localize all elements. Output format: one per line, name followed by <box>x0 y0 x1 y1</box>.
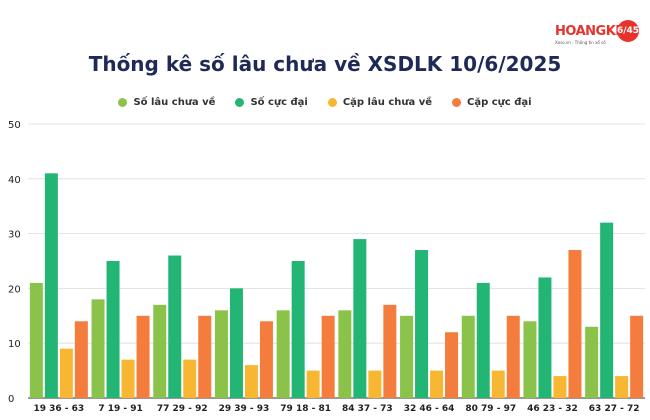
bar <box>553 376 567 398</box>
legend-swatch <box>118 98 128 107</box>
bar <box>338 310 352 398</box>
x-tick-label: 32 46 - 64 <box>404 404 455 414</box>
bar <box>59 348 73 398</box>
bar <box>400 315 414 398</box>
x-tick-label: 80 79 - 97 <box>465 404 516 414</box>
brand-logo: HOANGKIM 6/45 Xoso.vn - Thông tin xổ số <box>555 14 641 52</box>
bar <box>630 315 644 398</box>
x-tick-label: 7 19 - 91 <box>98 404 142 414</box>
bar <box>74 321 88 398</box>
legend-label: Số cực đại <box>250 97 308 108</box>
bar <box>168 255 182 398</box>
bar <box>136 315 150 398</box>
x-tick-label: 77 29 - 92 <box>157 404 208 414</box>
bar <box>198 315 212 398</box>
bar <box>321 315 335 398</box>
bar <box>461 315 475 398</box>
bar <box>368 370 382 398</box>
bar <box>353 239 367 398</box>
y-tick-label: 20 <box>8 284 21 295</box>
legend-item-cap-lau-chua-ve: Cặp lâu chưa về <box>327 97 433 108</box>
bar <box>153 304 167 398</box>
bar <box>430 370 444 398</box>
bar <box>523 321 537 398</box>
logo-subtitle: Xoso.vn - Thông tin xổ số <box>555 40 606 45</box>
bar <box>476 282 490 398</box>
y-tick-label: 30 <box>8 230 21 241</box>
legend-item-so-cuc-dai: Số cực đại <box>235 97 308 108</box>
bar <box>491 370 505 398</box>
bar <box>121 359 135 398</box>
x-tick-label: 29 39 - 93 <box>219 404 270 414</box>
bar <box>415 250 429 398</box>
bar <box>91 299 105 398</box>
chart-title: Thống kê số lâu chưa về XSDLK 10/6/2025 <box>88 52 562 76</box>
y-tick-label: 50 <box>8 120 21 131</box>
chart-legend: Số lâu chưa về Số cực đại Cặp lâu chưa v… <box>0 97 650 108</box>
bar <box>29 282 43 398</box>
bar <box>229 288 243 398</box>
bar <box>276 310 290 398</box>
legend-swatch <box>327 98 337 107</box>
bar <box>600 222 614 398</box>
bar <box>106 261 120 398</box>
x-tick-label: 63 27 - 72 <box>589 404 640 414</box>
bar <box>291 261 305 398</box>
logo-badge: 6/45 <box>617 20 639 42</box>
bar <box>445 332 459 398</box>
y-tick-label: 40 <box>8 175 21 186</box>
logo-text: HOANGKIM <box>555 24 633 39</box>
legend-label: Cặp cực đại <box>467 97 532 108</box>
bar <box>214 310 228 398</box>
bar <box>244 365 258 398</box>
bar <box>506 315 520 398</box>
x-tick-label: 84 37 - 73 <box>342 404 393 414</box>
bar <box>538 277 552 398</box>
x-tick-label: 19 36 - 63 <box>33 404 84 414</box>
bar <box>44 173 58 398</box>
bar <box>183 359 197 398</box>
bar <box>568 250 582 398</box>
bar <box>585 326 599 398</box>
bar <box>383 304 397 398</box>
y-tick-label: 10 <box>8 339 21 350</box>
bar <box>615 376 629 398</box>
legend-swatch <box>235 98 245 107</box>
legend-item-so-lau-chua-ve: Số lâu chưa về <box>118 97 215 108</box>
bar <box>306 370 320 398</box>
legend-label: Cặp lâu chưa về <box>342 97 433 108</box>
legend-item-cap-cuc-dai: Cặp cực đại <box>452 97 532 108</box>
legend-swatch <box>452 98 462 107</box>
bar <box>259 321 273 398</box>
y-tick-label: 0 <box>8 394 14 405</box>
x-tick-label: 46 23 - 32 <box>527 404 578 414</box>
legend-label: Số lâu chưa về <box>133 97 216 108</box>
x-tick-label: 79 18 - 81 <box>280 404 331 414</box>
